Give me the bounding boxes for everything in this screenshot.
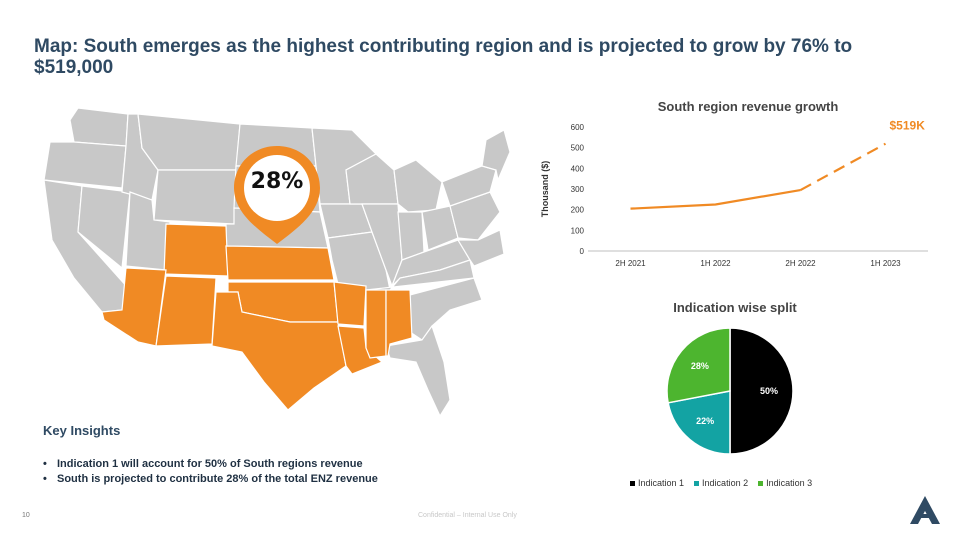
confidential-note: Confidential – Internal Use Only: [418, 512, 517, 519]
key-insights-list: Indication 1 will account for 50% of Sou…: [43, 458, 378, 488]
legend-label: Indication 2: [702, 478, 749, 488]
pie-slice: [667, 390, 731, 455]
south-region-states: [101, 223, 413, 411]
x-tick-label: 2H 2021: [615, 259, 646, 268]
us-map: 28%: [30, 100, 511, 420]
y-tick-label: 200: [571, 206, 585, 215]
projected-value-label: $519K: [890, 119, 926, 133]
slide-title: Map: South emerges as the highest contri…: [34, 36, 853, 78]
y-tick-label: 400: [571, 164, 585, 173]
revenue-growth-line-chart: 0 100 200 300 400 500 600 2H 2021 1H 2022 2H 2022…: [540, 119, 928, 268]
key-insights-heading: Key Insights: [43, 423, 121, 438]
legend-item: Indication 3: [758, 478, 812, 488]
x-tick-label: 1H 2023: [870, 259, 901, 268]
x-tick-label: 1H 2022: [700, 259, 731, 268]
legend-item: Indication 2: [694, 478, 748, 488]
insight-item: South is projected to contribute 28% of …: [43, 473, 378, 485]
insight-item: Indication 1 will account for 50% of Sou…: [43, 458, 378, 470]
y-tick-label: 300: [571, 185, 585, 194]
pie-slice: [729, 327, 794, 455]
legend-label: Indication 3: [766, 478, 813, 488]
page-number: 10: [22, 512, 30, 519]
pie-slice: [666, 327, 731, 404]
pie-slice-label: 28%: [691, 361, 709, 371]
pie-chart-title: Indication wise split: [673, 300, 797, 315]
y-tick-label: 100: [571, 226, 585, 235]
y-tick-label: 0: [580, 247, 585, 256]
y-tick-label: 600: [571, 123, 585, 132]
company-logo-icon: [910, 496, 940, 524]
pie-slice-label: 22%: [696, 416, 714, 426]
us-map-graphic: [43, 107, 511, 418]
actual-revenue-line: [630, 188, 801, 210]
legend-item: Indication 1: [630, 478, 684, 488]
map-pin-percent: 28%: [250, 169, 304, 194]
pie-slice-label: 50%: [760, 386, 778, 396]
map-pin-marker: [234, 146, 320, 244]
legend-swatch: [694, 480, 700, 486]
legend-swatch: [630, 480, 635, 486]
legend-swatch: [758, 480, 764, 486]
pie-legend: Indication 1 Indication 2 Indication 3: [630, 478, 812, 488]
line-chart-title: South region revenue growth: [657, 99, 839, 114]
legend-label: Indication 1: [638, 478, 685, 488]
projected-revenue-line: [799, 142, 887, 191]
y-axis-label: Thousand ($): [540, 161, 550, 218]
y-tick-label: 500: [571, 144, 585, 153]
x-tick-label: 2H 2022: [785, 259, 816, 268]
indication-split-pie-chart: 50% 22% 28%: [666, 327, 794, 455]
